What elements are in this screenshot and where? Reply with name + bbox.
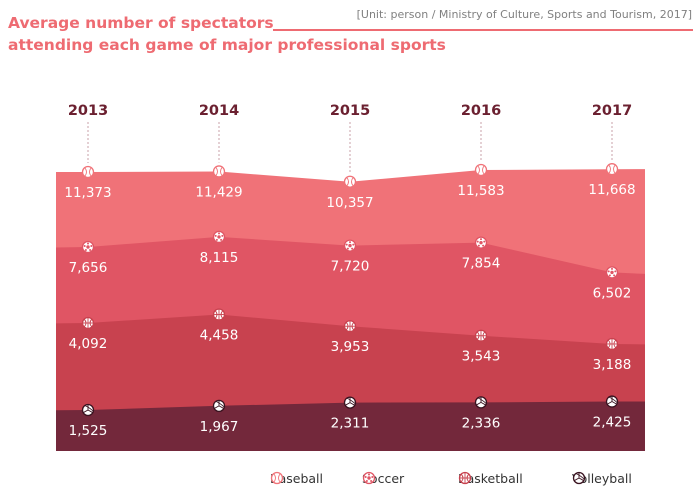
value-label-soccer-2014: 8,115 (200, 250, 239, 266)
marker-basketball-2015 (343, 320, 357, 333)
value-label-soccer-2013: 7,656 (69, 260, 108, 276)
value-label-volleyball-2015: 2,311 (331, 416, 370, 432)
value-label-volleyball-2017: 2,425 (593, 415, 632, 431)
marker-volleyball-2016 (474, 396, 488, 409)
value-label-basketball-2017: 3,188 (593, 357, 632, 373)
value-label-baseball-2014: 11,429 (195, 184, 242, 200)
value-label-soccer-2017: 6,502 (593, 285, 632, 301)
marker-basketball-2013 (81, 316, 95, 330)
chart-title-line-1: Average number of spectators (8, 14, 274, 32)
volleyball-icon (572, 471, 586, 485)
legend-label: Baseball (270, 471, 323, 486)
value-label-basketball-2013: 4,092 (69, 336, 108, 352)
title-rule (273, 29, 693, 31)
value-label-baseball-2016: 11,583 (457, 183, 504, 199)
value-label-volleyball-2013: 1,525 (69, 423, 108, 439)
legend-label: Basketball (458, 471, 523, 486)
marker-soccer-2015 (343, 239, 357, 252)
soccer-ball-icon (362, 471, 376, 485)
chart-title: Average number of spectators attending e… (8, 12, 446, 56)
value-label-volleyball-2016: 2,336 (462, 415, 501, 431)
value-label-baseball-2013: 11,373 (64, 185, 111, 201)
legend-label: Volleyball (572, 471, 632, 486)
marker-baseball-2013 (81, 165, 95, 179)
marker-baseball-2017 (605, 163, 619, 176)
baseball-icon (270, 471, 284, 485)
marker-volleyball-2013 (81, 403, 95, 417)
year-label-2016: 2016 (461, 103, 501, 119)
marker-soccer-2017 (605, 266, 619, 279)
value-label-baseball-2015: 10,357 (326, 195, 373, 211)
year-label-2013: 2013 (68, 103, 108, 119)
year-label-2017: 2017 (592, 103, 632, 119)
area-volleyball (56, 401, 645, 451)
basketball-icon (458, 471, 472, 485)
marker-soccer-2016 (474, 236, 488, 249)
marker-volleyball-2014 (212, 399, 226, 412)
chart-title-line-2: attending each game of major professiona… (8, 36, 446, 54)
marker-basketball-2014 (212, 308, 226, 321)
marker-volleyball-2015 (343, 396, 357, 409)
legend-item-volleyball: Volleyball (572, 471, 632, 486)
value-label-soccer-2015: 7,720 (331, 259, 370, 275)
value-label-baseball-2017: 11,668 (588, 182, 635, 198)
marker-baseball-2016 (474, 163, 488, 177)
marker-soccer-2014 (212, 230, 226, 244)
legend-item-soccer: Soccer (362, 471, 404, 486)
marker-baseball-2014 (212, 165, 226, 178)
legend-item-baseball: Baseball (270, 471, 323, 486)
marker-baseball-2015 (343, 175, 357, 188)
marker-soccer-2013 (81, 240, 95, 254)
value-label-volleyball-2014: 1,967 (200, 419, 239, 435)
year-label-2014: 2014 (199, 103, 239, 119)
year-label-2015: 2015 (330, 103, 370, 119)
value-label-basketball-2015: 3,953 (331, 339, 370, 355)
marker-basketball-2016 (474, 329, 488, 342)
value-label-basketball-2014: 4,458 (200, 328, 239, 344)
unit-note: [Unit: person / Ministry of Culture, Spo… (356, 8, 692, 21)
legend-item-basketball: Basketball (458, 471, 523, 486)
marker-basketball-2017 (605, 337, 619, 351)
marker-volleyball-2017 (605, 395, 619, 408)
value-label-soccer-2016: 7,854 (462, 256, 501, 272)
value-label-basketball-2016: 3,543 (462, 349, 501, 365)
